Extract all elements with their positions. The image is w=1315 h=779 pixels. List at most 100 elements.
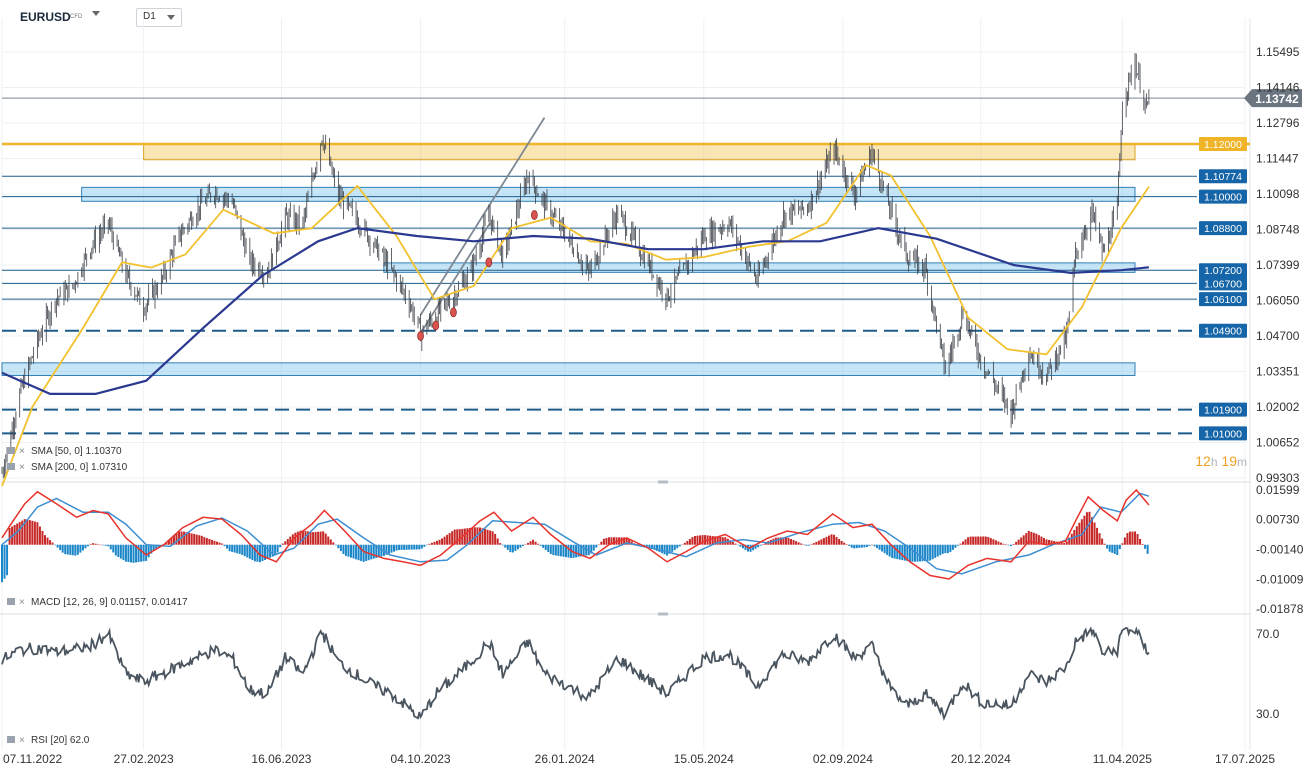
macd-histogram-bar [147, 544, 150, 558]
macd-histogram-bar [385, 544, 388, 555]
macd-histogram-bar [1068, 537, 1071, 545]
signal-marker[interactable] [531, 210, 538, 220]
macd-histogram-bar [3, 544, 6, 579]
macd-histogram-bar [1126, 533, 1129, 545]
macd-histogram-bar [284, 541, 287, 545]
macd-histogram-bar [307, 531, 310, 545]
macd-histogram-bar [696, 535, 699, 545]
pane-resize-handle[interactable] [658, 612, 668, 616]
macd-histogram-bar [929, 544, 932, 561]
y-tick-label: 1.15495 [1256, 45, 1300, 59]
indicator-list-icon[interactable] [7, 463, 15, 470]
macd-histogram-bar [956, 544, 959, 546]
macd-histogram-bar [178, 531, 181, 545]
macd-histogram-bar [850, 544, 853, 548]
macd-histogram-bar [1027, 530, 1030, 545]
macd-histogram-bar [585, 544, 588, 556]
macd-histogram-bar [496, 538, 499, 545]
macd-histogram-bar [666, 544, 669, 556]
level-label: 1.06700 [1204, 278, 1242, 290]
macd-histogram-bar [66, 544, 69, 555]
macd-histogram-bar [137, 544, 140, 563]
indicator-list-icon[interactable] [7, 598, 15, 605]
macd-histogram-bar [1146, 544, 1149, 554]
signal-marker[interactable] [485, 257, 493, 268]
macd-histogram-bar [873, 544, 876, 547]
macd-histogram-bar [504, 544, 507, 548]
macd-histogram-bar [1088, 511, 1091, 545]
macd-histogram-bar [317, 531, 320, 545]
macd-histogram-bar [1037, 535, 1040, 545]
macd-histogram-bar [387, 544, 390, 554]
macd-histogram-bar [124, 544, 127, 562]
macd-histogram-bar [94, 543, 97, 545]
macd-histogram-bar [759, 544, 762, 546]
signal-marker[interactable] [432, 320, 440, 331]
pane-resize-handle[interactable] [658, 480, 668, 484]
macd-histogram-bar [544, 544, 547, 550]
macd-histogram-bar [625, 537, 628, 545]
signal-marker[interactable] [417, 331, 424, 341]
macd-histogram-bar [132, 544, 135, 563]
macd-histogram-bar [261, 544, 264, 562]
macd-histogram-bar [979, 536, 982, 545]
timeframe-select[interactable]: D1 [136, 8, 182, 27]
macd-histogram-bar [815, 541, 818, 545]
macd-histogram-bar [1106, 544, 1109, 549]
indicator-list-icon[interactable] [7, 447, 15, 454]
macd-histogram-bar [881, 544, 884, 552]
macd-histogram-bar [231, 544, 234, 552]
symbol-dropdown-icon[interactable] [92, 11, 100, 16]
macd-histogram-bar [107, 544, 110, 547]
macd-histogram-bar [607, 537, 610, 545]
macd-histogram-bar [926, 544, 929, 561]
macd-histogram-bar [203, 537, 206, 545]
y-tick-label: 1.03351 [1256, 365, 1300, 379]
macd-histogram-bar [564, 544, 567, 558]
macd-histogram-bar [896, 544, 899, 560]
macd-histogram-bar [468, 527, 471, 545]
macd-histogram-bar [736, 544, 739, 546]
trendline[interactable] [419, 117, 546, 316]
macd-y-tick-label: -0.00140 [1256, 543, 1304, 557]
macd-histogram-bar [294, 532, 297, 545]
macd-histogram-bar [658, 544, 661, 552]
macd-histogram-bar [332, 542, 335, 545]
macd-histogram-bar [534, 541, 537, 545]
sma-legend: SMA [50, 0] 1.10370 [31, 446, 122, 457]
macd-histogram-bar [23, 519, 26, 545]
macd-histogram-bar [962, 541, 965, 545]
macd-histogram-bar [238, 544, 241, 554]
macd-histogram-bar [33, 521, 36, 545]
macd-histogram-bar [1025, 533, 1028, 545]
macd-histogram-bar [324, 533, 327, 545]
close-icon: × [19, 735, 25, 746]
macd-histogram-bar [858, 544, 861, 548]
indicator-list-icon[interactable] [7, 736, 15, 743]
macd-histogram-bar [984, 536, 987, 545]
macd-histogram-bar [370, 544, 373, 560]
macd-histogram-bar [969, 536, 972, 545]
x-tick-label: 17.07.2025 [1215, 752, 1275, 766]
macd-histogram-bar [453, 529, 456, 545]
macd-histogram-bar [865, 544, 868, 548]
macd-histogram-bar [527, 542, 530, 545]
macd-histogram-bar [337, 544, 340, 549]
macd-histogram-bar [246, 544, 249, 558]
macd-histogram-bar [529, 541, 532, 545]
macd-histogram-bar [509, 544, 512, 553]
macd-histogram-bar [516, 544, 519, 550]
symbol-label[interactable]: EURUSD [20, 10, 71, 24]
macd-histogram-bar [271, 544, 274, 557]
level-label: 1.12000 [1204, 139, 1242, 151]
macd-histogram-bar [989, 538, 992, 545]
macd-histogram-bar [357, 544, 360, 561]
macd-histogram-bar [102, 544, 105, 546]
macd-histogram-bar [190, 533, 193, 545]
signal-marker[interactable] [450, 307, 457, 318]
macd-histogram-bar [827, 535, 830, 545]
macd-histogram-bar [807, 544, 810, 546]
macd-histogram-bar [390, 544, 393, 553]
macd-histogram-bar [152, 544, 155, 551]
